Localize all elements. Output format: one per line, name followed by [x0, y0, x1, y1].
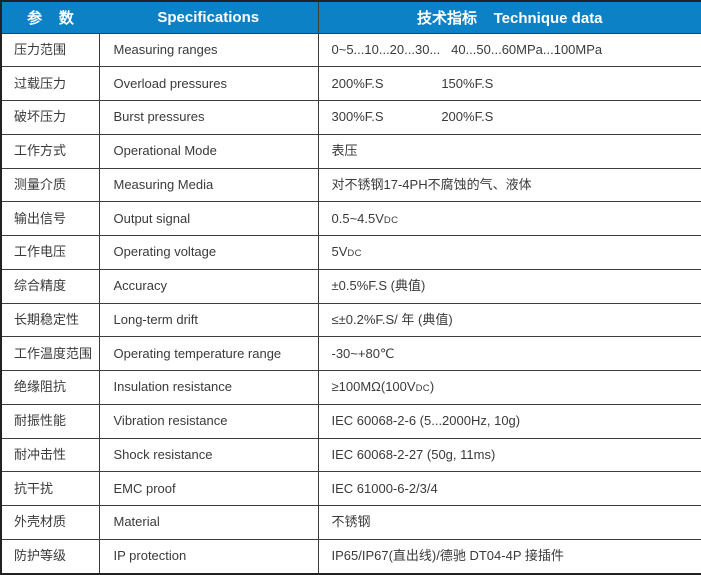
value-text-post: ): [429, 379, 435, 395]
table-row: 长期稳定性 Long-term drift ≤±0.2%F.S/ 年 (典值): [0, 302, 701, 338]
value-cell: 对不锈钢17-4PH不腐蚀的气、液体: [317, 167, 701, 203]
param-cell: 破坏压力: [0, 100, 100, 135]
value-text: 5V: [331, 244, 348, 260]
value-text: 300%F.S 200%F.S: [331, 109, 494, 125]
value-cell: 表压: [317, 133, 701, 169]
value-text: 200%F.S 150%F.S: [331, 75, 494, 91]
param-cell: 防护等级: [0, 538, 100, 575]
value-text: -30~+80℃: [331, 345, 395, 361]
value-cell: -30~+80℃: [317, 336, 701, 371]
spec-cell: Operational Mode: [98, 133, 319, 169]
value-cell: IP65/IP67(直出线)/德驰 DT04-4P 接插件: [317, 538, 701, 575]
param-cell: 过载压力: [0, 66, 100, 101]
value-text: 不锈钢: [331, 514, 371, 530]
spec-cell: Measuring ranges: [98, 32, 319, 68]
spec-cell: Burst pressures: [98, 100, 319, 135]
value-cell: 不锈钢: [317, 505, 701, 540]
spec-cell: Accuracy: [98, 268, 319, 304]
table-row: 输出信号 Output signal 0.5~4.5VDC: [0, 201, 701, 236]
spec-cell: Shock resistance: [98, 437, 319, 473]
value-text: 0.5~4.5V: [331, 210, 384, 226]
value-text: IEC 61000-6-2/3/4: [331, 480, 438, 496]
param-cell: 工作温度范围: [0, 336, 100, 371]
param-cell: 外壳材质: [0, 505, 100, 540]
table-row: 耐振性能 Vibration resistance IEC 60068-2-6 …: [0, 403, 701, 439]
value-subscript: DC: [415, 383, 430, 395]
value-text: IEC 60068-2-6 (5...2000Hz, 10g): [331, 413, 521, 428]
table-row: 过载压力 Overload pressures 200%F.S 150%F.S: [0, 66, 701, 101]
spec-cell: Overload pressures: [98, 66, 319, 101]
table-row: 外壳材质 Material 不锈钢: [0, 505, 701, 540]
table-row: 测量介质 Measuring Media 对不锈钢17-4PH不腐蚀的气、液体: [0, 167, 701, 203]
value-subscript: DC: [347, 248, 362, 260]
table-row: 工作温度范围 Operating temperature range -30~+…: [0, 336, 701, 371]
value-text: 对不锈钢17-4PH不腐蚀的气、液体: [331, 176, 532, 192]
value-text: ±0.5%F.S (典值): [331, 278, 426, 293]
value-text: 0~5...10...20...30... 40...50...60MPa...…: [331, 41, 603, 57]
table-row: 防护等级 IP protection IP65/IP67(直出线)/德驰 DT0…: [0, 538, 701, 575]
spec-cell: Operating voltage: [98, 235, 319, 270]
header-technique-data: 技术指标 Technique data: [317, 0, 701, 34]
spec-cell: Output signal: [98, 201, 319, 236]
value-cell: 200%F.S 150%F.S: [317, 66, 701, 101]
param-cell: 工作电压: [0, 235, 100, 270]
value-cell: ≤±0.2%F.S/ 年 (典值): [317, 302, 701, 338]
table-row: 抗干扰 EMC proof IEC 61000-6-2/3/4: [0, 471, 701, 506]
header-param: 参 数: [0, 0, 99, 34]
table-row: 工作方式 Operational Mode 表压: [0, 133, 701, 169]
value-cell: 0~5...10...20...30... 40...50...60MPa...…: [317, 32, 701, 68]
value-text: IP65/IP67(直出线)/德驰 DT04-4P 接插件: [331, 548, 564, 564]
spec-cell: Material: [98, 505, 319, 540]
param-cell: 抗干扰: [0, 471, 100, 506]
value-cell: ±0.5%F.S (典值): [317, 268, 701, 304]
value-text: ≤±0.2%F.S/ 年 (典值): [331, 311, 453, 327]
spec-cell: EMC proof: [98, 471, 319, 506]
param-cell: 工作方式: [0, 133, 100, 169]
param-cell: 耐振性能: [0, 403, 100, 439]
param-cell: 测量介质: [0, 167, 100, 203]
value-cell: 5VDC: [317, 235, 701, 270]
value-cell: IEC 60068-2-27 (50g, 11ms): [317, 437, 701, 473]
param-cell: 长期稳定性: [0, 302, 100, 338]
spec-cell: Vibration resistance: [98, 403, 319, 439]
spec-cell: Measuring Media: [98, 167, 319, 203]
param-cell: 压力范围: [0, 32, 100, 68]
spec-cell: Insulation resistance: [98, 370, 319, 405]
value-text: 表压: [331, 143, 358, 158]
value-cell: IEC 61000-6-2/3/4: [317, 471, 701, 506]
table-row: 绝缘阻抗 Insulation resistance ≥100MΩ(100VDC…: [0, 370, 701, 405]
table-row: 综合精度 Accuracy ±0.5%F.S (典值): [0, 268, 701, 304]
param-cell: 耐冲击性: [0, 437, 100, 473]
table-row: 破坏压力 Burst pressures 300%F.S 200%F.S: [0, 100, 701, 135]
spec-cell: Long-term drift: [98, 302, 319, 338]
value-subscript: DC: [383, 214, 399, 226]
table-row: 工作电压 Operating voltage 5VDC: [0, 235, 701, 270]
table-row: 耐冲击性 Shock resistance IEC 60068-2-27 (50…: [0, 437, 701, 473]
spec-cell: Operating temperature range: [98, 336, 319, 371]
value-cell: ≥100MΩ(100VDC): [317, 370, 701, 405]
value-cell: 300%F.S 200%F.S: [317, 100, 701, 135]
table-row: 压力范围 Measuring ranges 0~5...10...20...30…: [0, 32, 701, 68]
value-cell: IEC 60068-2-6 (5...2000Hz, 10g): [317, 403, 701, 439]
spec-cell: IP protection: [98, 538, 319, 575]
header-specifications: Specifications: [99, 0, 319, 34]
value-text: IEC 60068-2-27 (50g, 11ms): [331, 446, 496, 462]
value-text: ≥100MΩ(100V: [331, 379, 416, 395]
table-header-row: 参 数 Specifications 技术指标 Technique data: [0, 0, 701, 34]
param-cell: 综合精度: [0, 268, 100, 304]
value-cell: 0.5~4.5VDC: [317, 201, 701, 236]
param-cell: 绝缘阻抗: [0, 370, 100, 405]
param-cell: 输出信号: [0, 201, 100, 236]
